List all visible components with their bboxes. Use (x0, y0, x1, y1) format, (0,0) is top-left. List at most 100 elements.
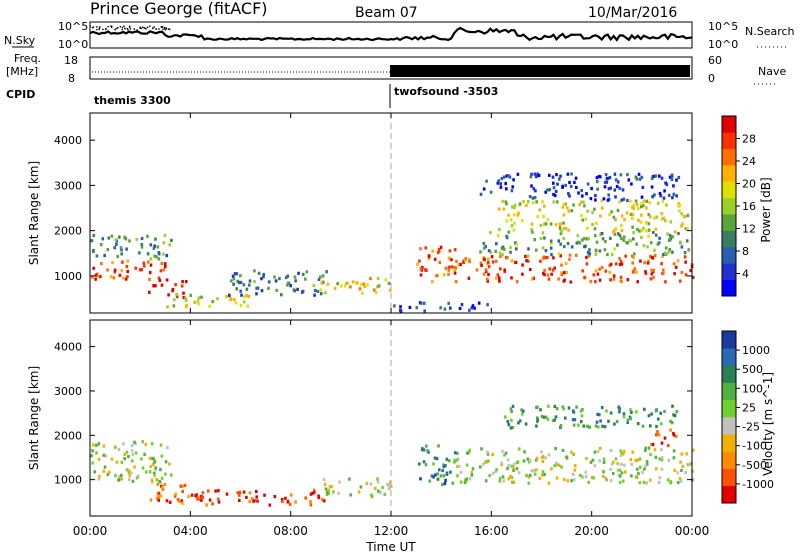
data-cell (626, 278, 630, 282)
data-cell (640, 205, 643, 209)
data-cell (671, 196, 674, 200)
data-cell (551, 175, 555, 179)
data-cell (645, 220, 648, 224)
data-cell (426, 449, 429, 453)
data-cell (634, 475, 638, 479)
data-cell (601, 424, 604, 428)
data-cell (297, 271, 300, 275)
data-cell (134, 451, 138, 455)
data-cell (660, 422, 663, 426)
data-cell (95, 254, 99, 258)
data-cell (625, 241, 628, 245)
data-cell (324, 487, 328, 491)
data-cell (505, 219, 508, 223)
data-cell (618, 186, 622, 190)
data-cell (515, 280, 519, 284)
data-cell (647, 259, 650, 263)
data-cell (567, 406, 571, 410)
data-cell (114, 474, 117, 478)
data-cell (649, 241, 653, 245)
data-cell (600, 206, 604, 210)
data-cell (685, 239, 689, 243)
data-cell (399, 305, 402, 309)
data-cell (678, 203, 682, 207)
colorbar-tick-label: -1000 (742, 478, 774, 491)
data-cell (374, 290, 378, 295)
data-cell (384, 278, 388, 282)
colorbar-tick-label: 12 (742, 223, 756, 236)
data-cell (159, 468, 162, 472)
data-cell (602, 457, 606, 461)
data-cell (327, 488, 331, 492)
data-cell (496, 234, 500, 238)
data-cell (622, 412, 626, 416)
data-cell (531, 201, 535, 205)
nsearch-dot (96, 26, 98, 28)
data-cell (147, 260, 150, 264)
data-cell (609, 278, 612, 282)
data-cell (586, 209, 589, 213)
data-cell (649, 215, 652, 219)
data-cell (484, 268, 488, 272)
data-cell (141, 466, 145, 470)
data-cell (217, 500, 221, 504)
data-cell (626, 198, 629, 203)
data-cell (561, 448, 565, 452)
data-cell (430, 474, 434, 478)
data-cell (168, 462, 171, 466)
data-cell (655, 424, 658, 429)
data-cell (198, 497, 201, 501)
data-cell (453, 451, 457, 455)
data-cell (330, 485, 333, 489)
nsky-tick-top-right: 10^5 (708, 20, 738, 33)
data-cell (90, 454, 93, 458)
data-cell (158, 479, 161, 484)
nsearch-dot (121, 26, 124, 29)
data-cell (156, 492, 160, 496)
nsearch-dot (133, 28, 136, 30)
data-cell (432, 475, 435, 479)
colorbar-tick-label: -25 (742, 421, 760, 434)
data-cell (630, 462, 633, 466)
data-cell (654, 227, 658, 231)
data-cell (255, 495, 258, 499)
data-cell (486, 303, 489, 307)
data-cell (144, 470, 148, 474)
power-data-cells (90, 172, 695, 313)
data-cell (555, 407, 559, 411)
data-cell (184, 296, 187, 300)
data-cell (631, 205, 634, 209)
data-cell (157, 252, 161, 256)
data-cell (423, 309, 426, 313)
data-cell (262, 273, 265, 277)
data-cell (662, 268, 665, 272)
data-cell (513, 206, 516, 210)
data-cell (636, 458, 640, 462)
data-cell (509, 407, 513, 411)
data-cell (645, 199, 649, 203)
data-cell (155, 478, 159, 482)
data-cell (387, 281, 391, 285)
cpid-mode-1: themis 3300 (94, 94, 171, 107)
data-cell (608, 212, 611, 217)
data-cell (131, 479, 135, 483)
data-cell (672, 449, 676, 453)
data-cell (589, 280, 593, 284)
data-cell (675, 194, 678, 198)
data-cell (274, 279, 278, 283)
data-cell (447, 272, 450, 276)
data-cell (566, 241, 570, 246)
data-cell (561, 185, 564, 189)
data-cell (294, 500, 297, 504)
data-cell (502, 207, 506, 211)
data-cell (205, 503, 208, 507)
data-cell (424, 463, 428, 467)
data-cell (591, 222, 594, 227)
data-cell (435, 457, 439, 461)
nsearch-dot (121, 28, 124, 31)
data-cell (598, 249, 602, 253)
data-cell (527, 247, 530, 251)
colorbar-segment (722, 214, 736, 231)
data-cell (312, 488, 316, 492)
data-cell (594, 249, 598, 253)
